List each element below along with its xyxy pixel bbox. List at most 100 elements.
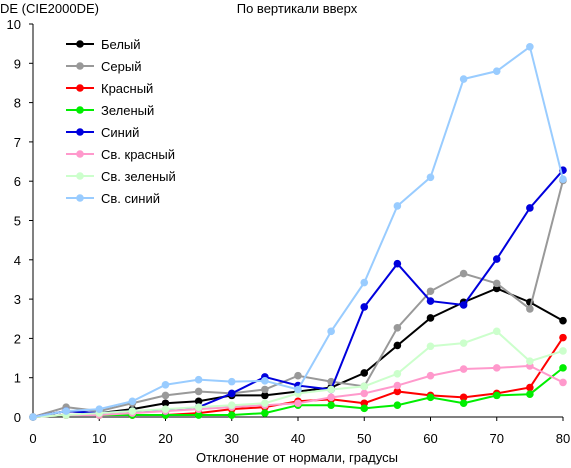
- plot-area: [29, 42, 567, 421]
- data-point: [327, 327, 335, 336]
- legend-label: Красный: [101, 81, 153, 96]
- data-point: [526, 390, 534, 399]
- data-point: [128, 397, 137, 406]
- y-tick-label: 4: [14, 253, 21, 268]
- legend-swatch-marker: [76, 128, 84, 136]
- data-point: [261, 377, 269, 385]
- data-point: [161, 405, 170, 413]
- data-point: [227, 389, 236, 398]
- y-tick-label: 6: [14, 174, 21, 189]
- data-point: [261, 391, 269, 400]
- data-point: [492, 327, 501, 336]
- legend-item: Белый: [66, 37, 141, 52]
- data-point: [426, 342, 435, 351]
- data-point: [492, 255, 501, 263]
- data-point: [393, 323, 402, 332]
- data-point: [492, 391, 501, 400]
- y-tick-label: 3: [14, 292, 21, 307]
- data-point: [294, 385, 302, 394]
- data-point: [227, 377, 236, 386]
- legend-swatch-marker: [76, 40, 84, 48]
- data-point: [227, 411, 236, 419]
- data-point: [294, 371, 302, 380]
- data-point: [29, 413, 37, 421]
- legend-item: Серый: [66, 59, 141, 74]
- data-point: [526, 305, 534, 313]
- data-point: [459, 365, 468, 373]
- legend-item: Св. красный: [66, 147, 175, 162]
- legend-label: Св. зеленый: [101, 169, 176, 184]
- data-point: [194, 397, 203, 406]
- y-axis-label: DE (CIE2000DE): [0, 1, 99, 16]
- y-tick-label: 1: [14, 371, 21, 386]
- y-tick-label: 9: [14, 56, 21, 71]
- data-point: [459, 399, 468, 408]
- x-tick-label: 20: [158, 431, 172, 446]
- data-point: [194, 411, 203, 419]
- x-axis-label: Отклонение от нормали, градусы: [196, 450, 398, 465]
- data-point: [194, 375, 203, 384]
- data-point: [459, 269, 468, 278]
- x-tick-label: 70: [490, 431, 504, 446]
- legend-item: Синий: [66, 125, 139, 140]
- data-point: [526, 204, 534, 212]
- data-point: [227, 401, 236, 410]
- data-point: [426, 371, 435, 380]
- y-tick-label: 2: [14, 331, 21, 346]
- data-point: [393, 369, 402, 378]
- chart-title: По вертикали вверх: [237, 1, 358, 16]
- x-tick-label: 80: [556, 431, 570, 446]
- x-tick-label: 10: [92, 431, 106, 446]
- legend-swatch-marker: [76, 84, 84, 92]
- legend-item: Св. зеленый: [66, 169, 176, 184]
- data-point: [426, 393, 435, 402]
- x-tick-label: 0: [29, 431, 36, 446]
- legend: Белый Серый Красный Зеленый Синий Св. красный…: [66, 37, 176, 206]
- data-point: [261, 399, 269, 408]
- data-point: [360, 389, 369, 398]
- data-point: [393, 401, 402, 410]
- data-point: [194, 403, 203, 411]
- legend-label: Белый: [101, 37, 141, 52]
- data-point: [360, 369, 369, 377]
- data-point: [492, 364, 501, 372]
- data-point: [559, 347, 567, 355]
- data-point: [526, 383, 534, 392]
- data-point: [393, 259, 402, 268]
- y-tick-label: 10: [7, 17, 21, 32]
- data-point: [360, 278, 369, 287]
- data-point: [459, 393, 468, 402]
- data-point: [426, 314, 435, 322]
- x-tick-label: 50: [357, 431, 371, 446]
- data-point: [492, 67, 501, 75]
- axes: 0 1 2 3 4 5 6 7 8 9 10 0 10 20 30 40 50 60 70 80: [7, 17, 571, 446]
- data-point: [360, 404, 369, 413]
- data-point: [426, 173, 435, 182]
- data-point: [327, 401, 335, 410]
- legend-item: Красный: [66, 81, 153, 96]
- data-point: [559, 378, 567, 387]
- legend-label: Св. синий: [101, 191, 160, 206]
- data-point: [426, 297, 435, 305]
- data-point: [559, 316, 567, 325]
- x-tick-label: 30: [225, 431, 239, 446]
- data-point: [161, 391, 170, 400]
- data-point: [62, 407, 70, 415]
- data-point: [492, 279, 501, 288]
- legend-label: Серый: [101, 59, 141, 74]
- data-point: [360, 382, 369, 391]
- legend-label: Синий: [101, 125, 139, 140]
- y-tick-label: 8: [14, 96, 21, 111]
- data-point: [161, 399, 170, 408]
- data-point: [261, 409, 269, 417]
- data-point: [393, 202, 402, 210]
- data-point: [459, 75, 468, 83]
- data-point: [261, 385, 269, 394]
- data-point: [327, 385, 335, 394]
- x-tick-label: 60: [423, 431, 437, 446]
- legend-swatch-marker: [76, 172, 84, 180]
- y-tick-label: 5: [14, 214, 21, 229]
- data-point: [128, 407, 137, 415]
- data-point: [194, 387, 203, 396]
